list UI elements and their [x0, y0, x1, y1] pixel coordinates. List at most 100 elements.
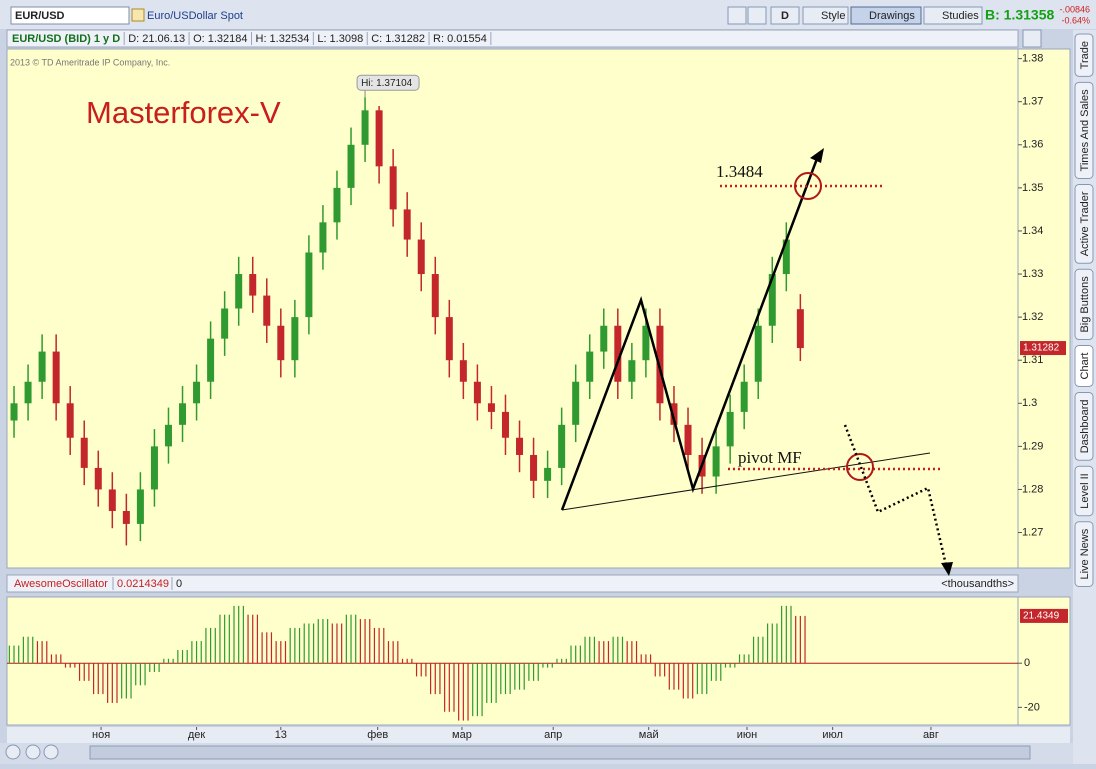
style: Style	[821, 10, 845, 22]
candle-body	[249, 274, 257, 296]
header-row	[6, 29, 1019, 48]
candle-body	[389, 166, 397, 210]
studies-button[interactable]	[923, 6, 983, 25]
arrow-head	[941, 562, 953, 576]
candle-body	[319, 222, 327, 253]
candle-body	[305, 252, 313, 318]
value-tag	[1020, 608, 1068, 623]
symbol-box[interactable]	[10, 6, 130, 25]
side-tab[interactable]: Live News	[1074, 521, 1094, 587]
y-tick-label: 1.37	[1022, 96, 1043, 108]
bid: B: 1.31358	[985, 7, 1054, 23]
side-tab[interactable]: Big Buttons	[1074, 268, 1094, 341]
candle-body	[164, 424, 172, 447]
scroll-track[interactable]	[89, 745, 1031, 760]
style-button[interactable]	[802, 6, 849, 25]
time-axis	[7, 727, 1070, 743]
x-tick-label: июн	[737, 729, 757, 741]
side-tab-box	[1074, 81, 1094, 179]
copyright: 2013 © TD Ameritrade IP Company, Inc.	[10, 57, 170, 67]
candle-body	[726, 411, 734, 447]
side-tab-box	[1074, 521, 1094, 587]
hi-label: Hi: 1.37104	[361, 78, 413, 89]
header-field: H: 1.32534	[256, 33, 310, 45]
candle-body	[24, 381, 32, 404]
side-tab-label: Dashboard	[1079, 399, 1091, 453]
x-tick-label: май	[639, 729, 659, 741]
candle-body	[122, 510, 130, 524]
candle-body	[431, 274, 439, 318]
candle-body	[291, 317, 299, 361]
oscillator-units: <thousandths>	[941, 578, 1014, 590]
side-tab-box	[1074, 391, 1094, 461]
side-tab-label: Active Trader	[1079, 191, 1091, 256]
candle-body	[670, 403, 678, 425]
candle-body	[80, 437, 88, 468]
side-tab[interactable]: Trade	[1074, 33, 1094, 77]
tool-button[interactable]	[727, 6, 747, 25]
symbol: EUR/USD	[15, 10, 65, 22]
candle-body	[558, 424, 566, 468]
header-field: O: 1.32184	[193, 33, 247, 45]
pivot-label: pivot MF	[738, 448, 802, 467]
drawings: Drawings	[869, 10, 915, 22]
tool-button[interactable]	[747, 6, 767, 25]
candle-body	[614, 325, 622, 382]
hi-bubble	[356, 74, 420, 91]
side-tab-box	[1074, 345, 1094, 387]
side-tab-label: Times And Sales	[1079, 89, 1091, 172]
candle-body	[768, 274, 776, 326]
candle-body	[235, 274, 243, 309]
drawings-button[interactable]	[850, 6, 922, 25]
side-tab[interactable]: Times And Sales	[1074, 81, 1094, 179]
drawings	[560, 148, 953, 576]
side-tab[interactable]: Active Trader	[1074, 183, 1094, 264]
y-tick-label: 1.27	[1022, 526, 1043, 538]
candle-body	[52, 351, 60, 404]
x-tick-label: авг	[923, 729, 939, 741]
candle-body	[347, 144, 355, 188]
zoom-in[interactable]	[25, 744, 41, 760]
pivot-circle	[846, 453, 874, 481]
forecast-path	[843, 424, 948, 566]
description: Euro/USDollar Spot	[147, 10, 243, 22]
candle-body	[136, 489, 144, 524]
side-tab-box	[1074, 465, 1094, 517]
candle-body	[150, 446, 158, 490]
side-tab-label: Level II	[1079, 473, 1091, 508]
side-tab[interactable]: Chart	[1074, 345, 1094, 387]
price-panel	[6, 48, 1019, 569]
price-axis	[1017, 48, 1071, 569]
side-tab-label: Chart	[1079, 353, 1091, 380]
period-button[interactable]	[770, 6, 800, 25]
candle-body	[193, 381, 201, 404]
candle-body	[108, 489, 116, 511]
studies: Studies	[942, 10, 979, 22]
candle-body	[586, 351, 594, 382]
side-tab-label: Big Buttons	[1079, 276, 1091, 333]
side-tab[interactable]: Dashboard	[1074, 391, 1094, 461]
axis-button[interactable]	[1022, 29, 1042, 48]
side-tab[interactable]: Level II	[1074, 465, 1094, 517]
zoom-out[interactable]	[43, 744, 59, 760]
zoom-button[interactable]	[5, 744, 21, 760]
candle-body	[642, 325, 650, 361]
y-tick-label: 1.36	[1022, 139, 1043, 151]
candle-body	[445, 317, 453, 361]
trend-line	[561, 452, 931, 511]
y-tick-label: 1.32	[1022, 311, 1043, 323]
candle-body	[684, 424, 692, 455]
candle-body	[473, 381, 481, 404]
candle-body	[361, 110, 369, 145]
oscillator-panel	[6, 596, 1019, 726]
x-tick-label: 13	[275, 729, 287, 741]
candle-body	[263, 295, 271, 326]
side-tab-label: Trade	[1079, 41, 1091, 69]
candle-body	[375, 110, 383, 167]
side-tab-box	[1074, 33, 1094, 77]
candle-body	[516, 437, 524, 455]
candle-body	[740, 381, 748, 412]
side-tab-box	[1074, 183, 1094, 264]
y-tick-label: 0	[1024, 657, 1030, 669]
arrow-head	[810, 148, 824, 163]
